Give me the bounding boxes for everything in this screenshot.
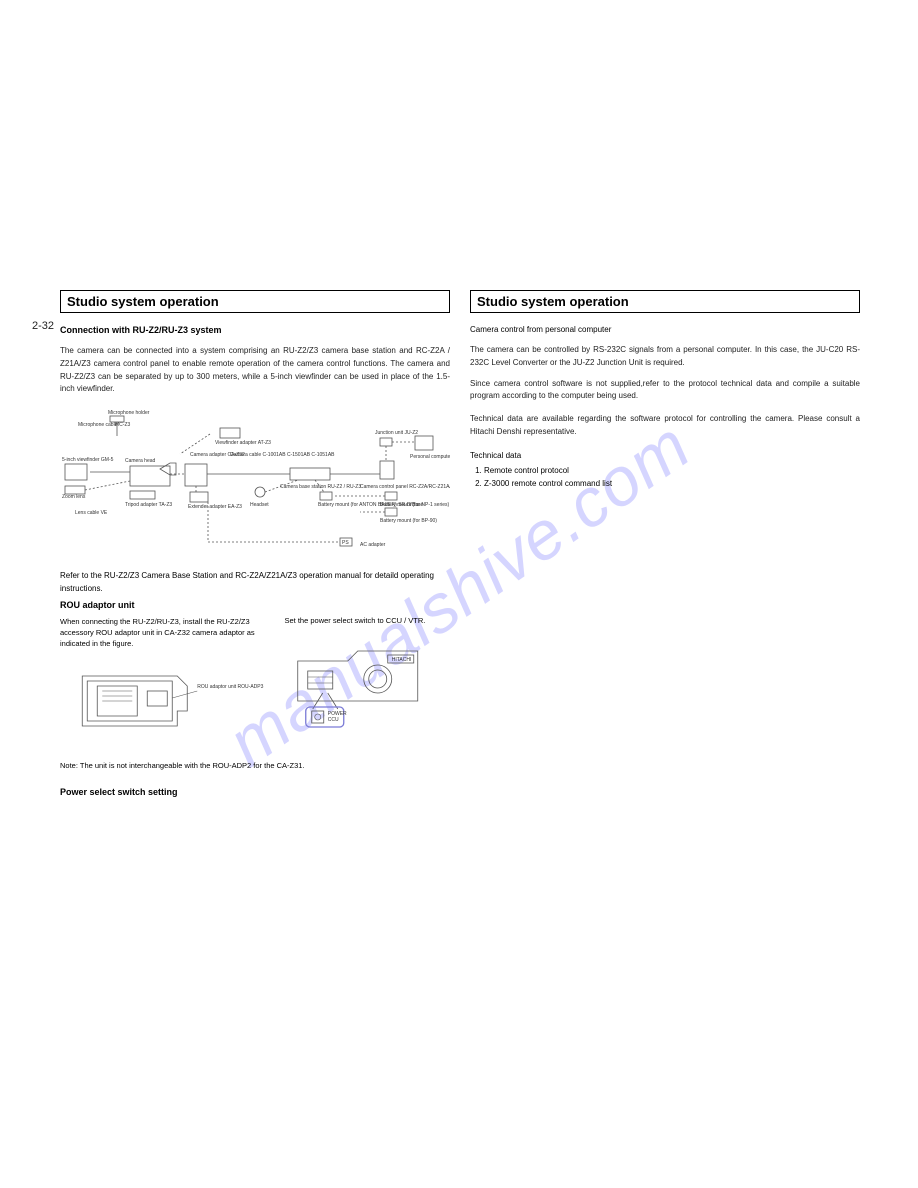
svg-text:Junction unit JU-Z2: Junction unit JU-Z2 [375,430,418,436]
right-section-title: Studio system operation [470,290,860,313]
tech-item-2: Z-3000 remote control command list [484,477,860,491]
right-para2: Since camera control software is not sup… [470,378,860,404]
left-subhead: Connection with RU-Z2/RU-Z3 system [60,325,450,335]
refer-text: Refer to the RU-Z2/Z3 Camera Base Statio… [60,570,450,596]
page-content: Studio system operation Connection with … [60,290,860,797]
camera-figure: HITACHI POWER CCU [285,631,451,731]
svg-text:CCU: CCU [327,717,338,723]
svg-text:Battery mount (for BP-90): Battery mount (for BP-90) [380,518,437,524]
left-section-title: Studio system operation [60,290,450,313]
svg-text:Microphone cable: Microphone cable [78,422,118,428]
svg-text:Lens cable VE: Lens cable VE [75,510,108,516]
svg-text:AC adapter: AC adapter [360,542,386,548]
svg-text:Tripod adapter TA-Z3: Tripod adapter TA-Z3 [125,502,172,508]
left-paragraph: The camera can be connected into a syste… [60,345,450,396]
right-para1: The camera can be controlled by RS-232C … [470,344,860,370]
svg-text:Camera control panel RC-Z2A/RC: Camera control panel RC-Z2A/RC-Z21A/RC-Z… [360,484,450,490]
right-subhead: Camera control from personal computer [470,325,860,334]
svg-text:Camera head: Camera head [125,458,156,464]
power-set-text: Set the power select switch to CCU / VTR… [285,616,451,625]
right-para3: Technical data are available regarding t… [470,413,860,439]
system-diagram: Microphone holder Microphone cable MC-Z3… [60,406,450,556]
rou-head: ROU adaptor unit [60,600,450,610]
page-number: 2-32 [32,320,54,332]
tech-item-1: Remote control protocol [484,464,860,478]
tech-list: Remote control protocol Z-3000 remote co… [470,464,860,491]
power-head: Power select switch setting [60,787,450,797]
svg-text:Camera cable C-1001AB C-1501AB: Camera cable C-1001AB C-1501AB C-1051AB [230,452,335,458]
svg-text:ROU adaptor unit ROU-ADP3: ROU adaptor unit ROU-ADP3 [197,684,263,690]
svg-text:Personal computer: Personal computer [410,454,450,460]
rou-figure: ROU adaptor unit ROU-ADP3 [60,656,275,746]
tech-head: Technical data [470,451,860,460]
svg-text:Zoom lens: Zoom lens [62,494,86,500]
svg-text:Viewfinder adapter AT-Z3: Viewfinder adapter AT-Z3 [215,440,271,446]
rou-description: When connecting the RU-Z2/RU-Z3, install… [60,616,275,746]
svg-text:PS: PS [342,540,349,546]
left-column: Studio system operation Connection with … [60,290,450,797]
svg-text:5-inch viewfinder GM-5: 5-inch viewfinder GM-5 [62,457,114,463]
power-select-area: Set the power select switch to CCU / VTR… [285,616,451,746]
svg-text:HITACHI: HITACHI [391,657,411,663]
note-text: Note: The unit is not interchangeable wi… [60,760,450,771]
svg-text:Battery mount (for NP-1 series: Battery mount (for NP-1 series) [380,502,450,508]
rou-para: When connecting the RU-Z2/RU-Z3, install… [60,616,275,650]
svg-text:Extender adapter EA-Z3: Extender adapter EA-Z3 [188,504,242,510]
svg-text:Microphone holder: Microphone holder [108,410,150,416]
right-column: Studio system operation Camera control f… [470,290,860,797]
svg-text:Headset: Headset [250,502,269,508]
